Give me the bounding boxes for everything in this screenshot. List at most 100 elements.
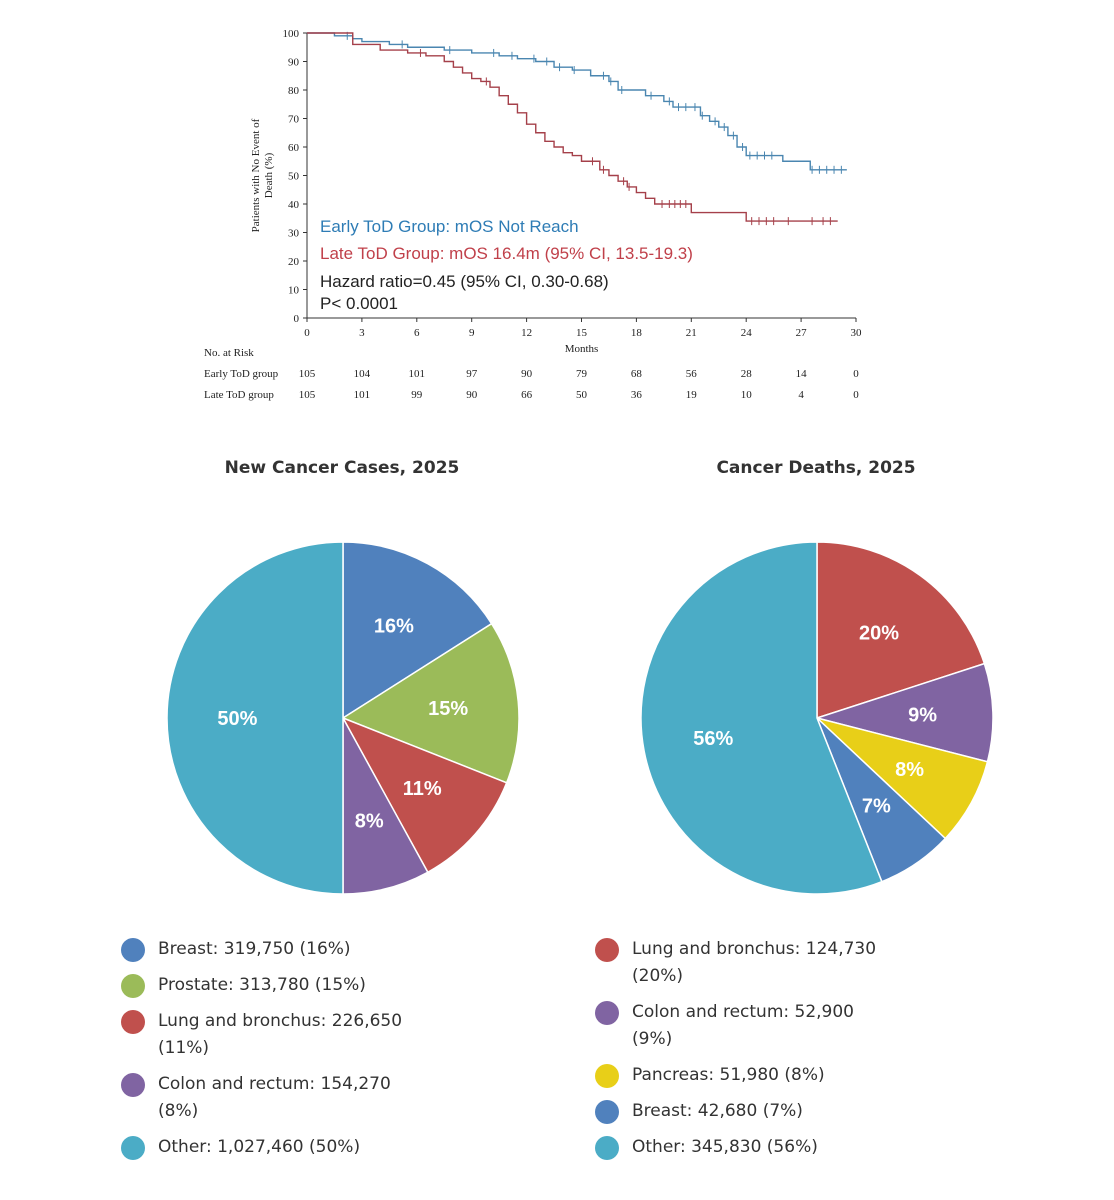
legend-label: Prostate: 313,780 (15%): [158, 975, 366, 995]
legend-swatch: [595, 1001, 619, 1025]
km-risk-count: 56: [686, 368, 698, 380]
km-risk-count: 79: [576, 368, 588, 380]
km-y-label-line: Patients with No Event of: [250, 118, 262, 232]
km-risk-count: 90: [521, 368, 533, 380]
pie-slice-prostate[interactable]: [341, 622, 520, 784]
km-x-label: Months: [565, 343, 599, 355]
pie-slice-other[interactable]: [166, 541, 344, 895]
km-risk-count: 28: [741, 368, 753, 380]
km-x-tick-label: 24: [741, 327, 753, 339]
pie-slice-label: 16%: [374, 615, 414, 637]
km-risk-count: 101: [409, 368, 426, 380]
pie-slice-pancreas[interactable]: [816, 717, 989, 840]
pie-slice-other[interactable]: [640, 541, 883, 895]
pie2-title: Cancer Deaths, 2025: [716, 458, 916, 478]
km-risk-count: 66: [521, 389, 533, 401]
legend-swatch: [121, 938, 145, 962]
pie-slice-colon-and-rectum[interactable]: [342, 717, 429, 895]
pie-slice-label: 15%: [428, 698, 468, 720]
km-risk-count: 0: [853, 389, 859, 401]
legend-label: Colon and rectum: 154,270 (8%): [158, 1074, 391, 1121]
km-risk-count: 19: [686, 389, 698, 401]
legend-swatch: [121, 1136, 145, 1160]
km-annotation: Early ToD Group: mOS Not Reach: [320, 217, 579, 236]
legend-label: Lung and bronchus: 226,650 (11%): [158, 1011, 403, 1058]
km-risk-count: 105: [299, 389, 316, 401]
legend-swatch: [595, 1100, 619, 1124]
pie1-title: New Cancer Cases, 2025: [224, 458, 460, 478]
km-y-tick-label: 10: [288, 285, 300, 297]
pie-slice-lung-and-bronchus[interactable]: [341, 716, 508, 874]
pie1-legend: Breast: 319,750 (16%) Prostate: 313,780 (…: [121, 936, 421, 1170]
legend-item[interactable]: Breast: 319,750 (16%): [121, 936, 421, 963]
km-x-tick-label: 18: [631, 327, 643, 339]
legend-item[interactable]: Breast: 42,680 (7%): [595, 1098, 895, 1125]
pie-slice-label: 50%: [217, 708, 257, 730]
legend-swatch: [595, 1136, 619, 1160]
legend-label: Other: 1,027,460 (50%): [158, 1137, 361, 1157]
km-risk-count: 99: [411, 389, 423, 401]
pie-slice-label: 56%: [693, 728, 733, 750]
km-x-tick-label: 0: [304, 327, 310, 339]
km-risk-count: 101: [354, 389, 371, 401]
pie-slice-lung-and-bronchus[interactable]: [816, 541, 986, 720]
km-y-tick-label: 40: [288, 199, 300, 211]
km-y-tick-label: 80: [288, 85, 300, 97]
km-risk-count: 90: [466, 389, 478, 401]
legend-swatch: [121, 1073, 145, 1097]
km-risk-count: 0: [853, 368, 859, 380]
km-risk-count: 68: [631, 368, 643, 380]
km-axes: 0 10 20 30 40 50 60 70 80 90 100 0 3 6 9 12 15 18 21 24 27 30…: [250, 28, 862, 355]
km-x-tick-label: 12: [521, 327, 532, 339]
km-x-tick-label: 3: [359, 327, 365, 339]
km-curves: [307, 31, 847, 226]
legend-label: Lung and bronchus: 124,730 (20%): [632, 939, 877, 986]
km-risk-count: 36: [631, 389, 643, 401]
legend-swatch: [121, 974, 145, 998]
km-risk-count: 105: [299, 368, 316, 380]
km-risk-row-label: Early ToD group: [204, 368, 279, 380]
pie-slice-label: 8%: [895, 759, 924, 781]
km-curve-early: [307, 32, 847, 171]
legend-item[interactable]: Lung and bronchus: 226,650 (11%): [121, 1008, 421, 1062]
km-y-tick-label: 60: [288, 142, 300, 154]
pie-slice-colon-and-rectum[interactable]: [814, 662, 994, 763]
pie-slice-label: 8%: [355, 810, 384, 832]
km-y-tick-label: 90: [288, 57, 300, 69]
legend-item[interactable]: Colon and rectum: 154,270 (8%): [121, 1071, 421, 1125]
km-risk-count: 4: [798, 389, 804, 401]
km-annotation: P< 0.0001: [320, 294, 398, 313]
km-annotation: Hazard ratio=0.45 (95% CI, 0.30-0.68): [320, 272, 609, 291]
km-y-tick-label: 100: [283, 28, 300, 40]
pie1-chart: 16% 15% 11% 8% 50%: [166, 541, 520, 895]
km-annotation: Late ToD Group: mOS 16.4m (95% CI, 13.5-…: [320, 244, 693, 263]
legend-item[interactable]: Pancreas: 51,980 (8%): [595, 1062, 895, 1089]
km-x-tick-label: 9: [469, 327, 475, 339]
legend-label: Pancreas: 51,980 (8%): [632, 1065, 825, 1085]
legend-label: Colon and rectum: 52,900 (9%): [632, 1002, 854, 1049]
km-risk-title: No. at Risk: [204, 347, 254, 359]
km-y-tick-label: 50: [288, 171, 300, 183]
km-risk-count: 10: [741, 389, 753, 401]
km-y-tick-label: 70: [288, 114, 300, 126]
legend-item[interactable]: Other: 1,027,460 (50%): [121, 1134, 421, 1161]
legend-item[interactable]: Colon and rectum: 52,900 (9%): [595, 999, 895, 1053]
km-x-tick-label: 6: [414, 327, 420, 339]
pie-slice-label: 11%: [403, 778, 442, 800]
km-x-tick-label: 30: [851, 327, 863, 339]
km-x-tick-label: 27: [796, 327, 808, 339]
pie2-chart: 20% 9% 8%7% 56%: [640, 541, 994, 895]
legend-item[interactable]: Lung and bronchus: 124,730 (20%): [595, 936, 895, 990]
legend-label: Breast: 319,750 (16%): [158, 939, 351, 959]
km-y-label-line: Death (%): [263, 152, 275, 198]
legend-item[interactable]: Other: 345,830 (56%): [595, 1134, 895, 1161]
pie-slice-label: 9%: [908, 705, 937, 727]
km-risk-count: 14: [796, 368, 808, 380]
km-x-tick-label: 21: [686, 327, 697, 339]
km-annotations: Early ToD Group: mOS Not Reach Late ToD G…: [320, 217, 693, 313]
legend-item[interactable]: Prostate: 313,780 (15%): [121, 972, 421, 999]
pie-slice-breast[interactable]: [342, 541, 493, 720]
km-x-tick-label: 15: [576, 327, 588, 339]
